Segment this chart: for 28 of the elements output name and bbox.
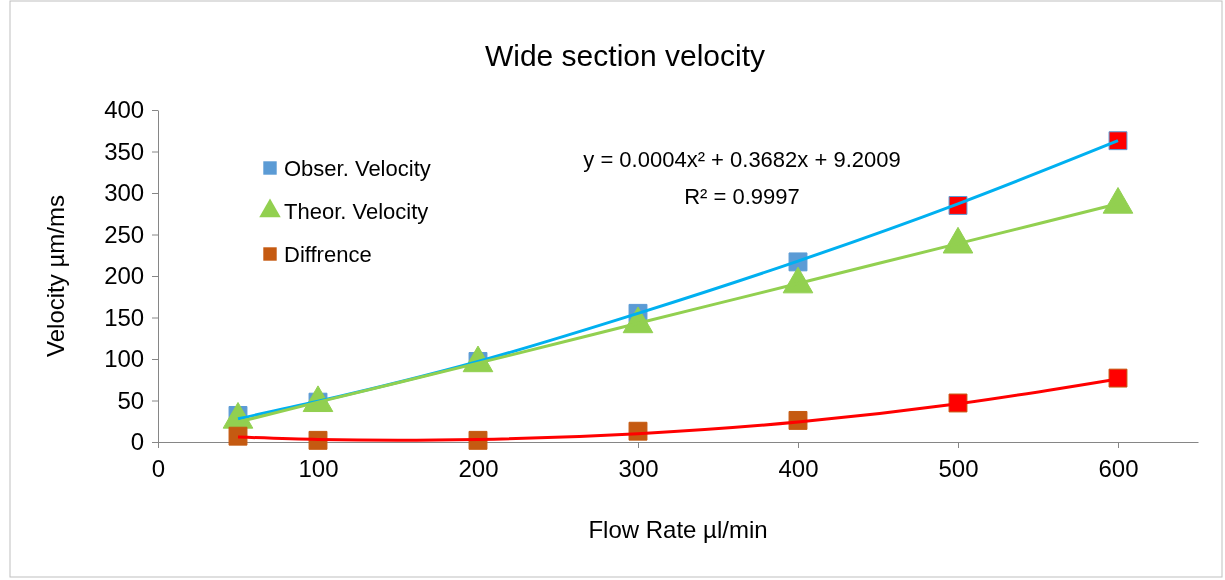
chart-title: Wide section velocity <box>484 39 766 72</box>
point <box>1108 131 1128 151</box>
legend-label: Diffrence <box>284 242 372 267</box>
y-tick-label: 350 <box>104 137 145 165</box>
y-tick-label: 100 <box>104 345 145 373</box>
y-tick-label: 50 <box>117 386 145 414</box>
point <box>1108 368 1128 388</box>
x-tick-label: 200 <box>458 455 499 483</box>
legend-label: Obser. Velocity <box>284 156 431 181</box>
legend-label: Theor. Velocity <box>284 199 429 224</box>
x-axis-title: Flow Rate µl/min <box>588 516 768 543</box>
y-tick-label: 400 <box>104 96 145 124</box>
annotation: y = 0.0004x² + 0.3682x + 9.2009 <box>583 147 901 172</box>
y-tick-label: 150 <box>104 303 145 331</box>
x-tick-label: 400 <box>778 455 819 483</box>
y-tick-label: 300 <box>104 179 145 207</box>
point <box>948 393 968 413</box>
x-tick-label: 100 <box>298 455 339 483</box>
x-tick-label: 0 <box>151 455 166 483</box>
annotation: R² = 0.9997 <box>684 184 800 209</box>
y-tick-label: 200 <box>104 262 145 290</box>
x-tick-label: 600 <box>1098 455 1139 483</box>
x-tick-label: 500 <box>938 455 979 483</box>
y-axis-title: Velocity µm/ms <box>42 195 69 357</box>
x-tick-label: 300 <box>618 455 659 483</box>
y-tick-label: 0 <box>130 428 145 456</box>
y-tick-label: 250 <box>104 220 145 248</box>
point <box>228 426 248 446</box>
